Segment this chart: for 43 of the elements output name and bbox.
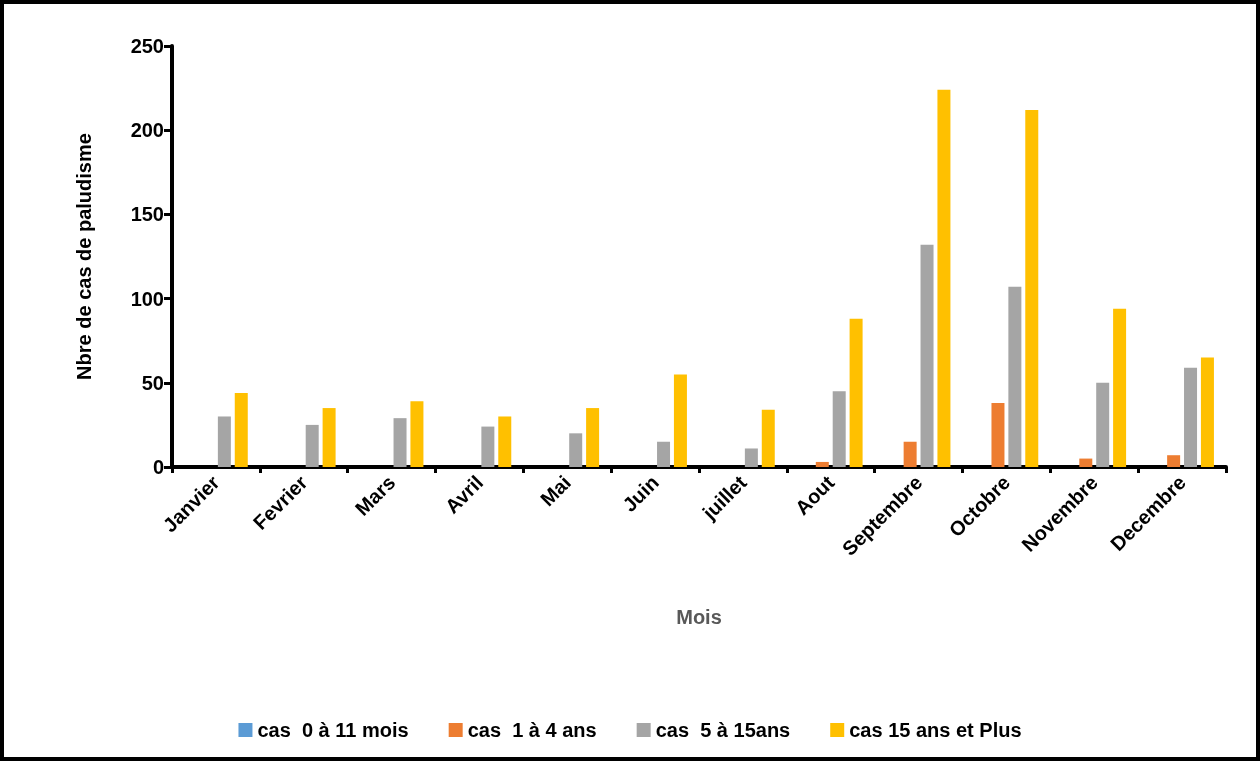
bar (673, 374, 687, 467)
bar (1113, 308, 1127, 467)
bar (498, 416, 512, 467)
bar (744, 448, 758, 467)
bar (305, 424, 319, 467)
bar (410, 401, 424, 467)
bar (569, 433, 583, 467)
y-tick-label: 50 (141, 371, 164, 394)
legend-label: cas 5 à 15ans (655, 719, 791, 741)
y-axis-title: Nbre de cas de paludisme (73, 133, 95, 380)
bar (832, 391, 846, 467)
y-tick-label: 100 (130, 287, 164, 310)
bar (815, 461, 829, 467)
legend-label: cas 0 à 11 mois (257, 719, 409, 741)
bar (1184, 367, 1198, 467)
bar (920, 244, 934, 467)
x-tick-label: Mai (535, 471, 576, 511)
y-tick-label: 200 (130, 119, 164, 142)
y-tick-label: 250 (130, 35, 164, 57)
bar (1167, 455, 1181, 467)
bar (322, 408, 336, 467)
bar (217, 416, 231, 467)
bar (1096, 382, 1110, 467)
x-axis-title: Mois (676, 606, 722, 628)
bar (761, 409, 775, 467)
bar (481, 426, 495, 467)
bar (234, 392, 248, 467)
bar (991, 403, 1005, 467)
bar (1008, 286, 1022, 467)
bar (1025, 109, 1039, 467)
bar (657, 441, 671, 467)
bar (849, 318, 863, 467)
bar (903, 441, 917, 467)
bar (393, 418, 407, 467)
legend-label: cas 1 à 4 ans (467, 719, 597, 741)
x-tick-label: Juin (618, 471, 663, 516)
bar (1079, 458, 1093, 467)
y-tick-label: 150 (130, 203, 164, 226)
bar (1200, 357, 1214, 467)
bar (937, 89, 951, 467)
y-tick-label: 0 (152, 456, 164, 478)
legend-label: cas 15 ans et Plus (849, 719, 1022, 741)
bar (586, 408, 600, 467)
